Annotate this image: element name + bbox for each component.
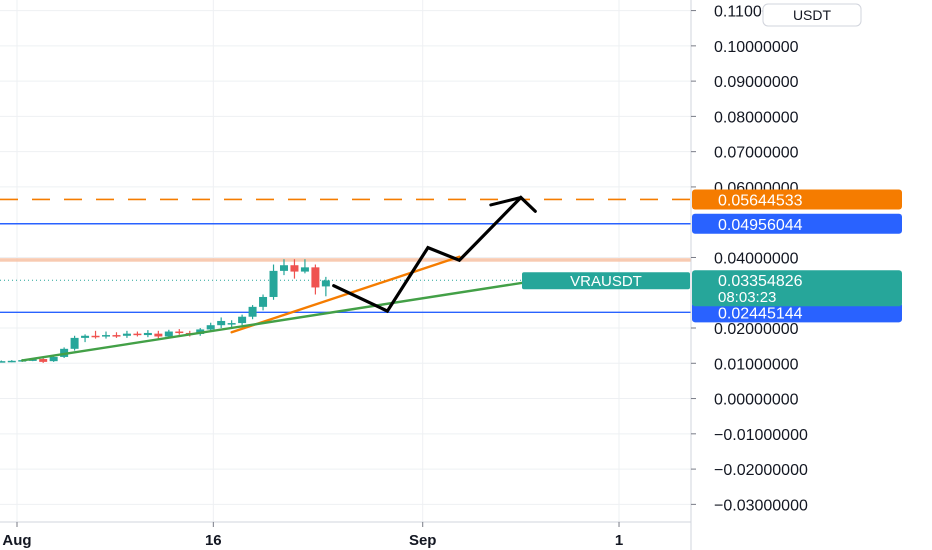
price-tick-label: −0.01000000 — [714, 427, 808, 444]
time-tick-label: 16 — [205, 532, 222, 549]
resistance-price-label: 0.04956044 — [718, 217, 803, 234]
projected-zigzag[interactable] — [332, 195, 537, 314]
candlesticks — [0, 259, 330, 363]
candle-body — [91, 335, 100, 338]
candle-body — [154, 333, 163, 337]
candle-body — [217, 320, 226, 326]
price-tick-label: 0.01000000 — [714, 356, 799, 373]
target-dashed-price-tag — [692, 189, 902, 210]
currency-badge[interactable]: USDT — [762, 3, 862, 27]
orange-trendline[interactable] — [230, 255, 461, 334]
candle-body — [238, 316, 247, 324]
candle-body — [248, 306, 257, 317]
candle-body — [0, 361, 6, 363]
candle-body — [311, 267, 320, 288]
price-tick-label: 0.04000000 — [714, 250, 799, 267]
last-price-label: 0.03354826 — [718, 273, 803, 290]
target-dashed-price-label: 0.05644533 — [718, 192, 803, 209]
time-axis[interactable]: Aug 16 Sep 1 — [2, 522, 623, 549]
support-price-tag — [692, 302, 902, 323]
candle-body — [227, 323, 236, 325]
candle-body — [28, 359, 37, 361]
candle-body — [164, 331, 173, 337]
price-tick-label: 0.08000000 — [714, 109, 799, 126]
last-price-tag — [692, 270, 902, 307]
price-labels: 0.05644533 0.04956044 0.02445144 VRAUSDT 0.0… — [522, 189, 902, 323]
price-zone — [0, 258, 691, 262]
time-tick-label: 1 — [615, 532, 623, 549]
candle-body — [39, 359, 48, 362]
price-tick-label: 0.10000000 — [714, 39, 799, 56]
candle-body — [122, 333, 131, 336]
candle-body — [133, 333, 142, 336]
green-trendline[interactable] — [21, 279, 540, 362]
candle-body — [279, 265, 288, 271]
candle-body — [321, 280, 330, 287]
currency-label: USDT — [793, 7, 832, 23]
symbol-tag — [522, 272, 690, 290]
price-tick-label: −0.02000000 — [714, 462, 808, 479]
resistance-zone — [0, 258, 691, 262]
trendlines[interactable] — [21, 255, 540, 362]
price-tick-label: −0.03000000 — [714, 497, 808, 514]
candle-body — [300, 267, 309, 272]
support-price-label: 0.02445144 — [718, 305, 803, 322]
candle-body — [206, 325, 215, 330]
price-tick-label: 0.07000000 — [714, 145, 799, 162]
candle-body — [269, 270, 278, 297]
time-tick-label: Sep — [409, 532, 437, 549]
time-tick-label: Aug — [2, 532, 31, 549]
price-tick-label: 0.02000000 — [714, 321, 799, 338]
resistance-price-tag — [692, 213, 902, 234]
price-tick-label: 0.09000000 — [714, 74, 799, 91]
candle-body — [7, 360, 16, 363]
projected-path[interactable] — [332, 195, 537, 314]
horizontal-levels — [0, 198, 691, 314]
candle-body — [290, 265, 299, 272]
projection-arrow-head — [489, 196, 523, 207]
bar-countdown-label: 08:03:23 — [718, 289, 776, 306]
candle-body — [259, 296, 268, 307]
candle-body — [49, 356, 58, 362]
candle-body — [81, 335, 90, 338]
candle-body — [175, 331, 184, 334]
price-tick-label: 0.00000000 — [714, 392, 799, 409]
candle-body — [102, 335, 111, 337]
candle-body — [143, 332, 152, 336]
candle-body — [70, 337, 79, 349]
symbol-tag-label: VRAUSDT — [570, 273, 642, 290]
candle-body — [112, 335, 121, 337]
